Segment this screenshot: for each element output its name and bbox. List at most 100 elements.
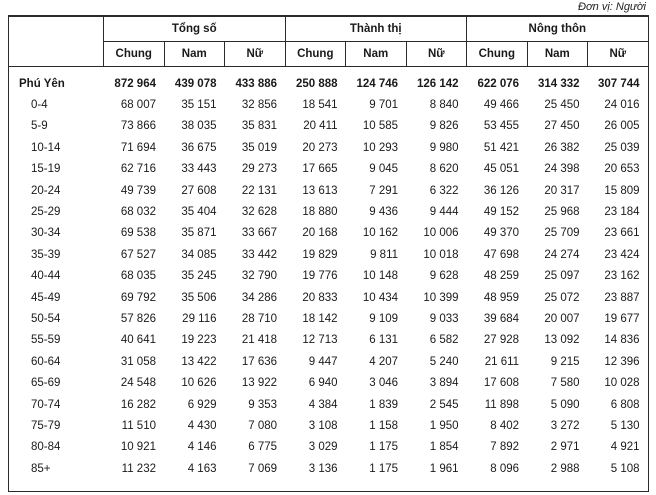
cell-value: 36 675: [181, 141, 217, 154]
table-row: 20-24 49 739 27 608 22 131 13 613 7 291 6 322 3…: [9, 180, 649, 201]
cell-value: 10 148: [362, 270, 399, 283]
cell-value: 19 223: [181, 334, 217, 347]
cell-value: 20 273: [302, 141, 338, 154]
cell-value: 33 443: [181, 163, 217, 176]
row-label: 20-24: [31, 184, 61, 197]
row-label: 25-29: [31, 206, 61, 219]
cell-value: 3 046: [369, 377, 399, 390]
cell-value: 872 964: [114, 77, 156, 90]
row-label: 50-54: [31, 312, 61, 325]
cell-value: 20 007: [544, 312, 580, 325]
cell-value: 21 418: [241, 334, 278, 347]
table-row: 50-54 57 826 29 116 28 710 18 142 9 109 9 033 3…: [9, 308, 649, 329]
cell-value: 24 274: [544, 248, 580, 261]
cell-value: 35 404: [181, 206, 217, 219]
cell-value: 35 151: [181, 99, 217, 112]
table-row: 0-4 68 007 35 151 32 856 18 541 9 701 8 840 49 …: [9, 94, 649, 115]
cell-value: 29 116: [182, 312, 217, 325]
column-header: Chung: [466, 41, 528, 67]
cell-value: 35 506: [181, 291, 217, 304]
cell-value: 13 922: [241, 377, 278, 390]
column-header: Nữ: [224, 41, 286, 67]
cell-value: 49 739: [120, 184, 156, 197]
cell-value: 23 184: [604, 206, 640, 219]
cell-value: 4 207: [369, 355, 399, 368]
cell-value: 3 108: [308, 419, 338, 432]
cell-value: 8 402: [490, 419, 520, 432]
cell-value: 1 854: [429, 441, 459, 454]
cell-value: 32 628: [241, 206, 278, 219]
column-header: Chung: [103, 41, 165, 67]
cell-value: 10 585: [362, 120, 399, 133]
cell-value: 6 940: [308, 377, 338, 390]
cell-value: 9 826: [429, 120, 459, 133]
cell-value: 49 466: [483, 99, 520, 112]
row-label: 55-59: [31, 334, 61, 347]
cell-value: 18 541: [302, 99, 338, 112]
cell-value: 69 538: [120, 227, 156, 240]
table-row: 55-59 40 641 19 223 21 418 12 713 6 131 6 582 2…: [9, 330, 649, 351]
corner-cell: [8, 15, 104, 67]
row-label: 45-49: [31, 291, 61, 304]
sub-header-row: Chung Nam Nữ Chung Nam Nữ Chung Nam Nữ: [9, 41, 649, 67]
cell-value: 17 608: [483, 377, 520, 390]
cell-value: 439 078: [174, 77, 217, 90]
table-row: 5-9 73 866 38 035 35 831 20 411 10 585 9 826 53…: [9, 116, 649, 137]
cell-value: 25 450: [544, 99, 580, 112]
cell-value: 17 665: [302, 163, 338, 176]
cell-value: 32 856: [241, 99, 278, 112]
table-row: 75-79 11 510 4 430 7 080 3 108 1 158 1 950 8 40…: [9, 415, 649, 436]
row-label: 0-4: [31, 99, 48, 112]
cell-value: 17 636: [241, 355, 278, 368]
cell-value: 2 988: [550, 462, 580, 475]
cell-value: 14 836: [604, 334, 640, 347]
cell-value: 68 007: [120, 99, 156, 112]
cell-value: 11 898: [484, 398, 520, 411]
cell-value: 20 411: [303, 120, 338, 133]
column-header: Chung: [284, 41, 347, 67]
cell-value: 36 126: [483, 184, 520, 197]
cell-value: 9 628: [429, 270, 459, 283]
cell-value: 57 826: [120, 312, 156, 325]
cell-value: 25 968: [544, 206, 580, 219]
cell-value: 9 444: [429, 206, 459, 219]
cell-value: 1 158: [369, 419, 399, 432]
cell-value: 10 399: [423, 291, 459, 304]
cell-value: 250 888: [295, 77, 338, 90]
row-label: 80-84: [31, 441, 61, 454]
row-label: 60-64: [31, 355, 61, 368]
cell-value: 31 058: [120, 355, 156, 368]
population-table: Tổng số Thành thị Nông thôn Chung Nam Nữ…: [8, 15, 649, 493]
cell-value: 48 959: [483, 291, 520, 304]
cell-value: 34 085: [181, 248, 217, 261]
cell-value: 433 886: [235, 77, 278, 90]
cell-value: 13 613: [302, 184, 338, 197]
cell-value: 23 661: [604, 227, 640, 240]
cell-value: 2 545: [429, 398, 459, 411]
cell-value: 4 430: [187, 419, 217, 432]
column-header: Nữ: [405, 41, 468, 67]
cell-value: 34 286: [241, 291, 278, 304]
cell-value: 71 694: [120, 141, 156, 154]
column-header: Nam: [526, 41, 589, 67]
cell-value: 12 396: [604, 355, 640, 368]
cell-value: 7 580: [550, 377, 580, 390]
cell-value: 48 259: [483, 270, 520, 283]
row-label: 35-39: [31, 248, 61, 261]
cell-value: 6 322: [429, 184, 459, 197]
row-label: Phú Yên: [19, 77, 65, 90]
cell-value: 622 076: [477, 77, 520, 90]
cell-value: 4 163: [187, 462, 217, 475]
cell-value: 40 641: [120, 334, 156, 347]
cell-value: 6 808: [610, 398, 640, 411]
cell-value: 3 272: [550, 419, 580, 432]
cell-value: 3 894: [429, 377, 459, 390]
cell-value: 124 746: [356, 77, 399, 90]
table-row: 60-64 31 058 13 422 17 636 9 447 4 207 5 240 21…: [9, 351, 649, 372]
cell-value: 13 422: [181, 355, 217, 368]
cell-value: 24 016: [604, 99, 640, 112]
column-header: Nữ: [587, 41, 649, 67]
cell-value: 26 005: [604, 120, 640, 133]
cell-value: 10 018: [423, 248, 459, 261]
cell-value: 32 790: [241, 270, 278, 283]
